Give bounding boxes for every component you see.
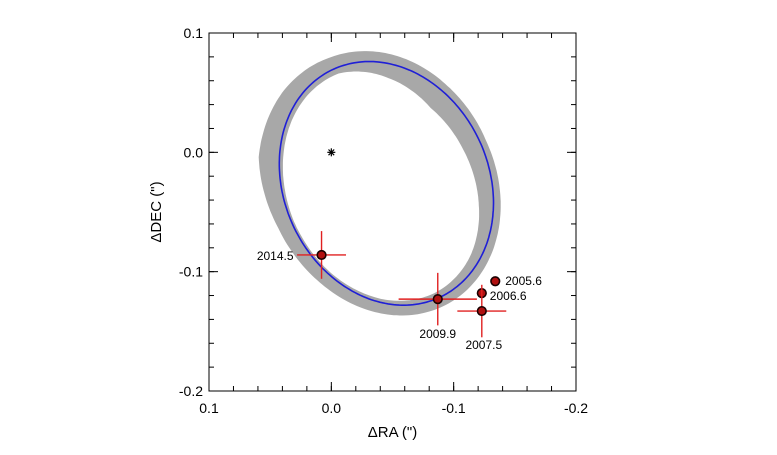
uncertainty-band-layer	[258, 51, 501, 316]
central-star-marker	[328, 149, 335, 156]
plot-frame	[208, 32, 577, 392]
central-star-layer	[327, 148, 336, 157]
data-point-marker	[490, 276, 501, 287]
epoch-label: 2014.5	[257, 249, 294, 263]
uncertainty-band	[258, 51, 501, 316]
tick-labels-layer: 0.1 0.0 -0.1 -0.20.10.0-0.1-0.2	[179, 25, 588, 416]
y-tick-label: 0.1	[184, 25, 204, 41]
epoch-label: 2007.5	[465, 338, 502, 352]
ticks-layer	[208, 32, 577, 392]
x-tick-label: -0.2	[564, 400, 588, 416]
y-tick-label: -0.1	[179, 264, 203, 280]
y-tick-label: 0.0	[184, 144, 204, 160]
epoch-label: 2006.6	[490, 289, 527, 303]
y-axis-title: ΔDEC (")	[148, 181, 165, 242]
epoch-label: 2005.6	[505, 274, 542, 288]
x-tick-label: -0.1	[442, 400, 466, 416]
epoch-label: 2009.9	[419, 327, 456, 341]
data-point-marker	[432, 294, 443, 305]
y-tick-label: -0.2	[179, 383, 203, 399]
x-tick-label: 0.0	[322, 400, 342, 416]
x-tick-label: 0.1	[199, 400, 219, 416]
data-point-marker	[316, 249, 327, 261]
data-point-marker	[476, 305, 487, 317]
x-axis-title: ΔRA (")	[368, 424, 418, 441]
